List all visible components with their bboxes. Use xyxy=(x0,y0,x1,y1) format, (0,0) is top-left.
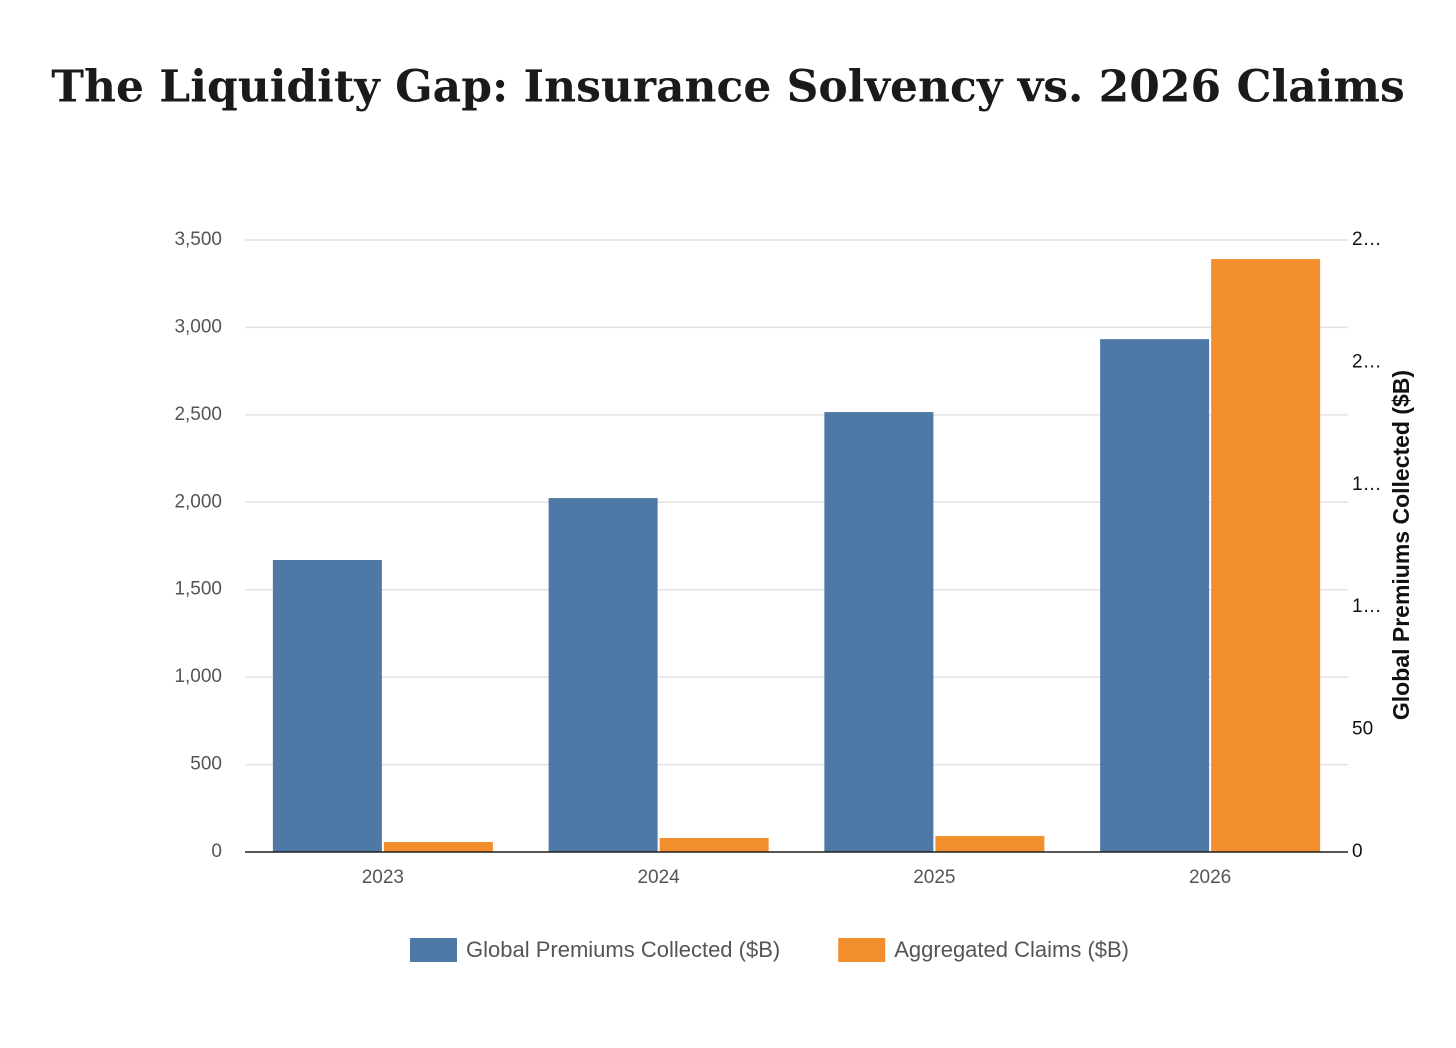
bar xyxy=(824,412,934,852)
y-tick-label: 500 xyxy=(190,754,222,775)
bar xyxy=(383,842,493,852)
x-tick-label: 2025 xyxy=(913,867,955,888)
bar xyxy=(1100,339,1210,852)
y-tick-label: 3,000 xyxy=(174,316,222,337)
y2-tick-label: 50 xyxy=(1352,719,1373,740)
y-tick-label: 0 xyxy=(211,841,222,862)
y2-tick-label: 1… xyxy=(1352,474,1382,495)
bar xyxy=(272,559,382,852)
y2-tick-label: 2… xyxy=(1352,351,1382,372)
legend-label: Aggregated Claims ($B) xyxy=(894,937,1129,962)
legend-label: Global Premiums Collected ($B) xyxy=(466,937,780,962)
bar xyxy=(1211,259,1321,852)
y-tick-label: 1,500 xyxy=(174,579,222,600)
y-tick-label: 3,500 xyxy=(174,229,222,250)
x-tick-label: 2024 xyxy=(637,867,680,888)
y-tick-label: 2,000 xyxy=(174,491,222,512)
x-tick-label: 2023 xyxy=(362,867,404,888)
y-tick-label: 1,000 xyxy=(174,666,222,687)
legend-swatch xyxy=(838,938,886,962)
bar xyxy=(935,836,1045,852)
bar xyxy=(659,838,769,852)
y2-tick-label: 1… xyxy=(1352,596,1382,617)
y-tick-label: 2,500 xyxy=(174,404,222,425)
legend-swatch xyxy=(410,938,457,962)
bar xyxy=(548,498,658,852)
chart-title: The Liquidity Gap: Insurance Solvency vs… xyxy=(51,62,1405,113)
y2-tick-label: 0 xyxy=(1352,841,1363,862)
y2-axis-label: Global Premiums Collected ($B) xyxy=(1388,370,1414,720)
y2-tick-label: 2… xyxy=(1352,229,1382,250)
x-tick-label: 2026 xyxy=(1189,867,1231,888)
